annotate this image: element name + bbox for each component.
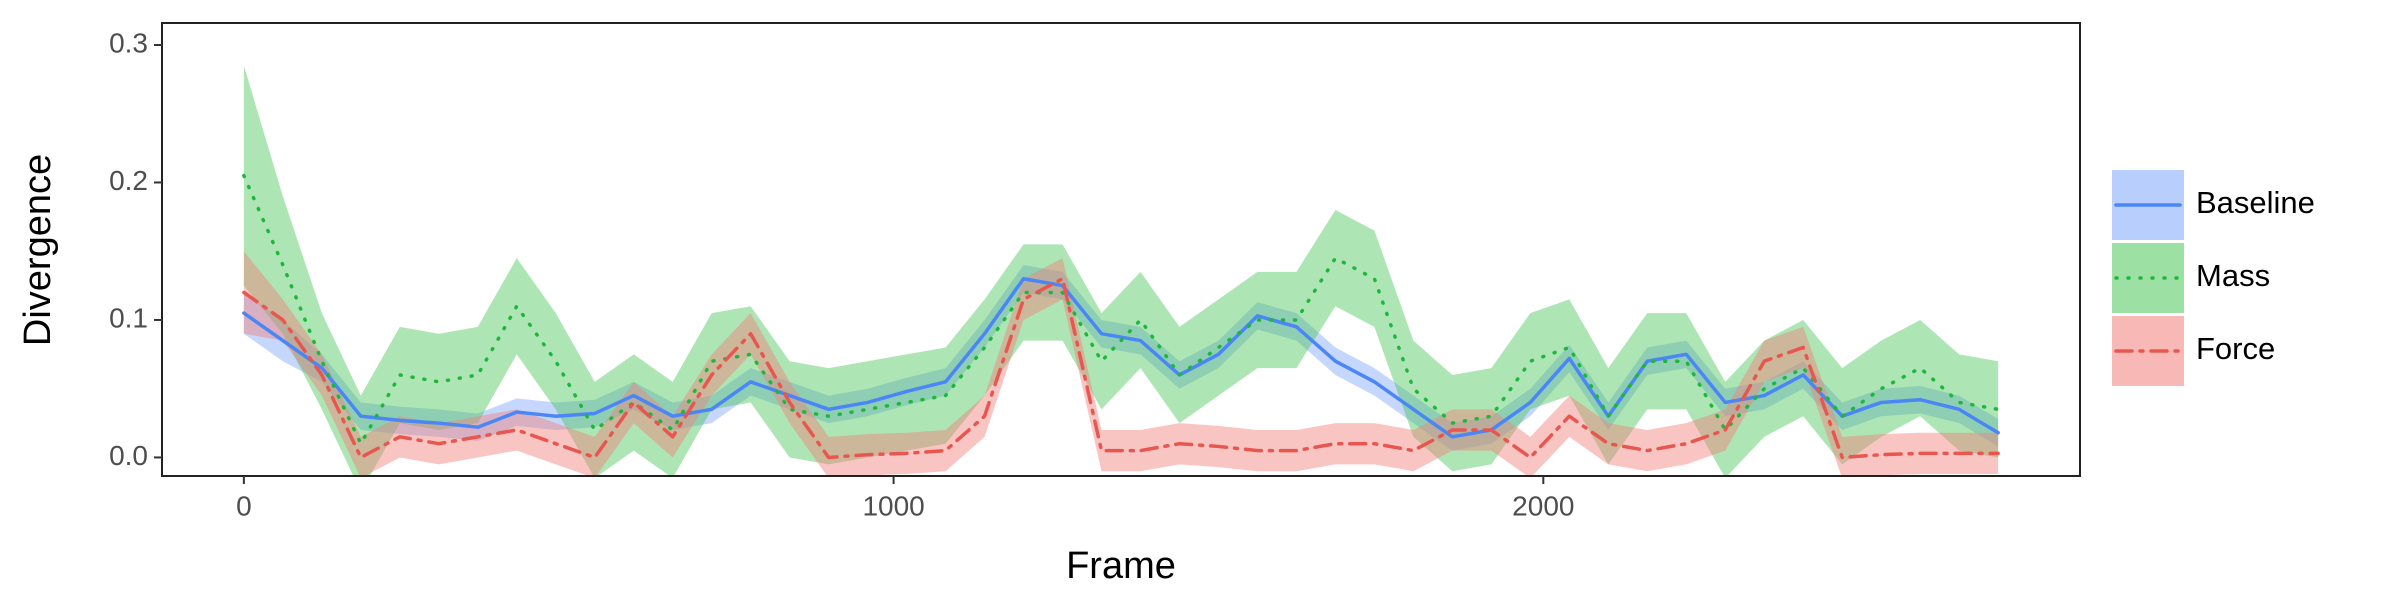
confidence-band: [243, 65, 1999, 476]
y-tick-label: 0.3: [109, 27, 148, 58]
legend-label: Mass: [2196, 258, 2270, 293]
plot-frame: [161, 22, 2081, 477]
y-tick-label: 0.1: [109, 302, 148, 333]
x-tick-label: 1000: [862, 490, 924, 521]
y-axis-title: Divergence: [17, 154, 59, 346]
confidence-band: [243, 251, 1999, 476]
x-tick-label: 0: [236, 490, 252, 521]
x-axis-title: Frame: [1066, 545, 1176, 587]
series-line: [242, 173, 2000, 446]
series-line: [242, 276, 2000, 439]
legend-key: [2112, 243, 2184, 313]
confidence-band: [243, 264, 1999, 451]
plot-area: [242, 65, 2000, 476]
legend-label: Force: [2196, 331, 2275, 366]
legend-label: Baseline: [2196, 185, 2315, 220]
y-tick-label: 0.2: [109, 165, 148, 196]
series-line: [242, 276, 2000, 460]
x-tick-label: 2000: [1512, 490, 1574, 521]
y-tick-label: 0.0: [109, 440, 148, 471]
